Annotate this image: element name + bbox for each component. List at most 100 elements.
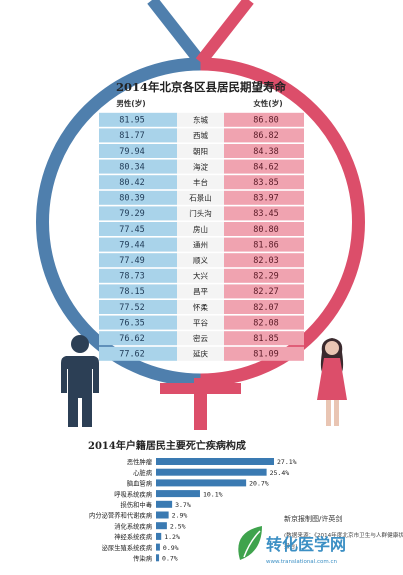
bar-value-label: 0.9% (163, 544, 179, 552)
female-value: 81.85 (253, 334, 279, 344)
bar-chart-title: 2014年户籍居民主要死亡疾病构成 (88, 439, 246, 452)
bar-value-label: 0.7% (162, 555, 178, 563)
male-value: 77.62 (119, 350, 145, 360)
district-name: 房山 (193, 224, 208, 234)
bar-value-label: 20.7% (249, 480, 269, 488)
female-cell-bg (224, 112, 304, 127)
district-name: 门头沟 (189, 208, 212, 218)
district-cell-bg (177, 159, 224, 174)
district-name: 顺义 (193, 256, 208, 265)
female-value: 84.62 (253, 162, 279, 172)
district-cell-bg (177, 144, 224, 158)
bar-value-label: 1.2% (164, 533, 180, 541)
table-row: 79.94 朝阳 84.38 (99, 144, 304, 158)
female-cell-bg (224, 268, 304, 283)
female-value: 83.45 (253, 209, 279, 219)
district-cell-bg (177, 315, 224, 330)
district-name: 大兴 (193, 271, 208, 281)
male-value: 81.77 (119, 131, 145, 141)
district-name: 昌平 (193, 287, 208, 296)
table-row: 78.15 昌平 82.27 (99, 284, 304, 299)
female-value: 82.27 (253, 287, 279, 297)
table-row: 81.77 西城 86.82 (99, 128, 304, 143)
district-cell-bg (177, 346, 224, 361)
district-cell-bg (177, 222, 224, 236)
bar-value-label: 27.1% (277, 458, 297, 466)
female-value: 82.08 (253, 318, 279, 328)
district-cell-bg (177, 268, 224, 283)
bar (156, 511, 169, 519)
female-cell-bg (224, 175, 304, 190)
watermark-sub: www.translational.com.cn (266, 559, 337, 565)
male-cell-bg (99, 300, 177, 314)
male-cell-bg (99, 268, 177, 283)
table-row: 77.52 怀柔 82.07 (99, 300, 304, 314)
disease-bars: 恶性肿瘤 27.1% 心脏病 25.4% 脑血管病 20.7% 呼吸系统疾病 10.1% 损伤和… (89, 457, 297, 562)
bar-value-label: 25.4% (270, 469, 290, 477)
table-title: 2014年北京各区县居民期望寿命 (116, 80, 287, 94)
male-value: 78.15 (119, 287, 145, 297)
female-cell-bg (224, 159, 304, 174)
male-cell-bg (99, 144, 177, 158)
bar-category-label: 内分泌营养和代谢疾病 (89, 511, 153, 520)
table-row: 79.29 门头沟 83.45 (99, 206, 304, 221)
female-figure-icon (317, 338, 347, 426)
male-cell-bg (99, 128, 177, 143)
table-row: 77.49 顺义 82.03 (99, 253, 304, 268)
bar (156, 490, 200, 498)
male-cell-bg (99, 190, 177, 205)
male-ring-arc (36, 57, 201, 387)
female-cell-bg (224, 315, 304, 330)
bar-value-label: 2.9% (172, 512, 188, 520)
male-arrow-left (147, 0, 206, 66)
female-ring-arc (200, 57, 365, 387)
district-cell-bg (177, 300, 224, 314)
male-cell-bg (99, 237, 177, 252)
bar-value-label: 2.5% (170, 522, 186, 530)
table-row: 78.73 大兴 82.29 (99, 268, 304, 283)
female-cell-bg (224, 128, 304, 143)
bar-category-label: 损伤和中毒 (121, 500, 153, 509)
watermark-text: 转化医学网 (266, 535, 346, 554)
male-value: 77.49 (119, 256, 145, 266)
table-row: 76.35 平谷 82.08 (99, 315, 304, 330)
female-value: 83.85 (253, 178, 279, 188)
watermark-logo: 转化医学网 www.translational.com.cn (238, 526, 346, 565)
district-name: 平谷 (193, 318, 208, 327)
bar (156, 532, 162, 540)
district-cell-bg (177, 237, 224, 252)
male-value: 77.52 (119, 303, 145, 313)
table-row: 80.39 石景山 83.97 (99, 190, 304, 205)
table-row: 77.62 延庆 81.09 (99, 346, 304, 361)
female-value: 82.29 (253, 272, 279, 282)
district-name: 通州 (193, 239, 208, 249)
female-value: 84.38 (253, 147, 279, 157)
bar-category-label: 心脏病 (133, 468, 153, 477)
district-name: 海淀 (193, 161, 208, 171)
male-cell-bg (99, 315, 177, 330)
bar (156, 554, 160, 562)
table-row: 77.45 房山 80.80 (99, 222, 304, 236)
credit-line-3: 报告) (284, 542, 297, 550)
male-value: 76.62 (119, 334, 145, 344)
female-cell-bg (224, 346, 304, 361)
female-cross-bar (160, 383, 241, 394)
female-cell-bg (224, 284, 304, 299)
district-cell-bg (177, 284, 224, 299)
male-value: 77.45 (119, 225, 145, 235)
bar (156, 522, 167, 530)
male-cell-bg (99, 253, 177, 268)
male-value: 79.44 (119, 240, 145, 250)
male-value: 78.73 (119, 272, 145, 282)
bar-category-label: 脑血管病 (127, 479, 153, 488)
female-value: 81.09 (253, 350, 279, 360)
female-cell-bg (224, 331, 304, 346)
male-cell-bg (99, 222, 177, 236)
female-cell-bg (224, 237, 304, 252)
credit-line-2: (数据来源：《2014年度北京市卫生与人群健康状况》 (284, 531, 403, 539)
female-value: 83.97 (253, 194, 279, 204)
district-name: 丰台 (193, 177, 208, 187)
male-value: 80.42 (119, 178, 145, 188)
